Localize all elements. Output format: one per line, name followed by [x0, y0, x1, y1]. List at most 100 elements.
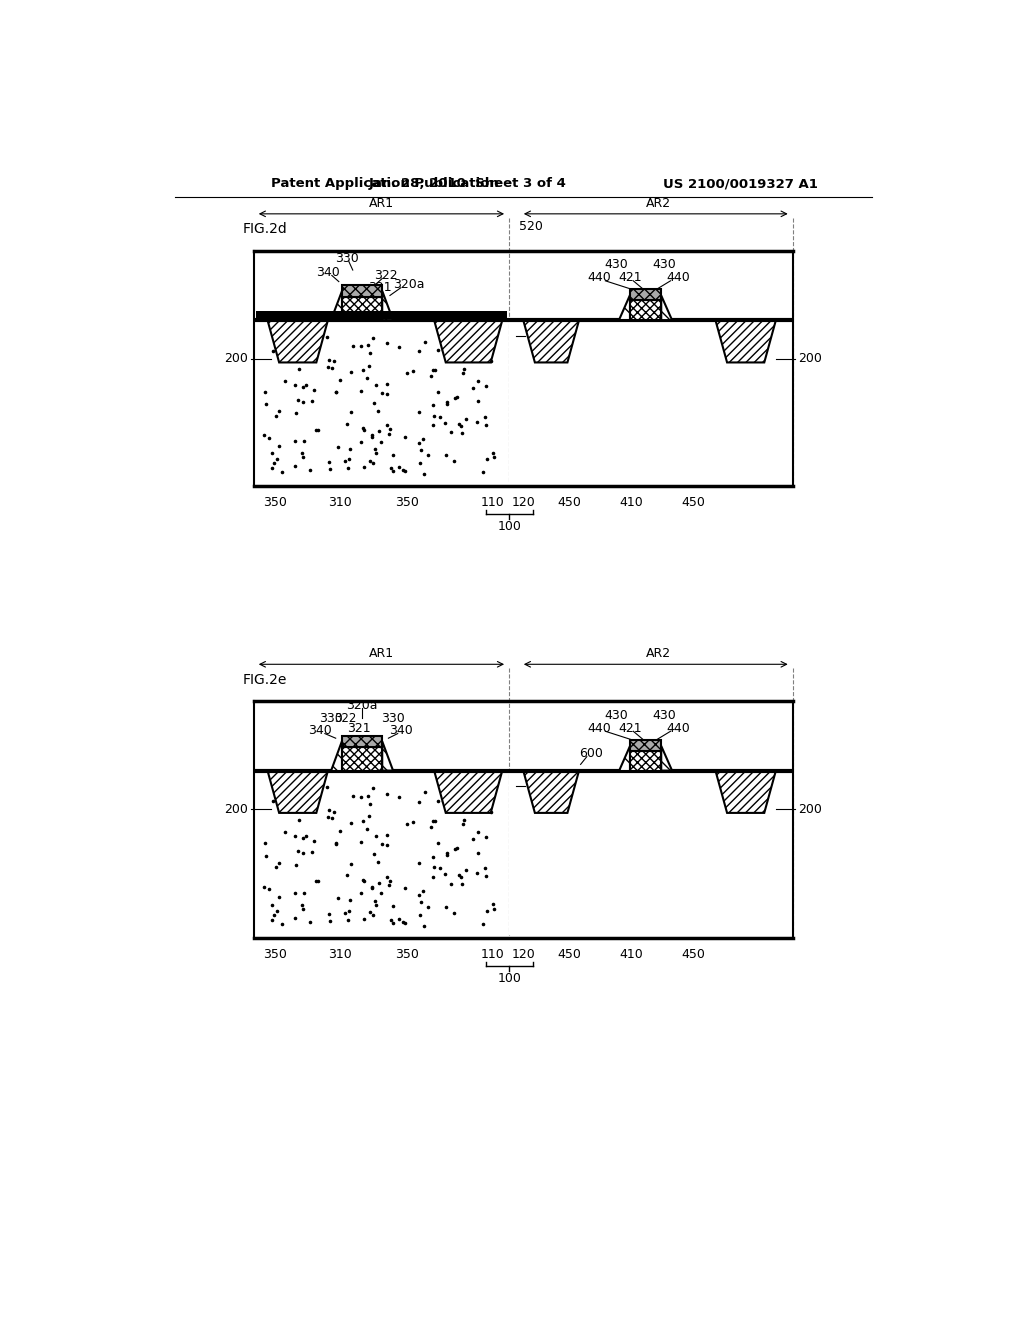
Point	[273, 913, 290, 935]
Point	[291, 809, 307, 830]
Point	[475, 462, 492, 483]
Point	[427, 810, 443, 832]
Point	[439, 780, 456, 801]
Point	[367, 891, 383, 912]
Polygon shape	[267, 321, 328, 363]
Point	[266, 904, 283, 925]
Point	[420, 445, 436, 466]
Point	[309, 338, 326, 359]
Point	[438, 845, 455, 866]
Text: 322: 322	[374, 269, 398, 282]
Point	[381, 875, 397, 896]
Point	[364, 876, 380, 898]
Point	[451, 865, 467, 886]
Text: 330: 330	[319, 711, 343, 725]
Point	[318, 326, 335, 347]
Point	[443, 873, 460, 894]
Polygon shape	[662, 296, 672, 321]
Polygon shape	[342, 737, 382, 747]
Text: 321: 321	[368, 281, 392, 294]
Point	[257, 393, 273, 414]
Point	[391, 457, 408, 478]
Point	[397, 878, 414, 899]
Point	[327, 801, 343, 822]
Text: 430: 430	[652, 259, 676, 271]
Text: FIG.2d: FIG.2d	[243, 222, 288, 236]
Point	[365, 904, 381, 925]
Text: 410: 410	[620, 948, 644, 961]
Point	[322, 458, 338, 479]
Point	[271, 853, 288, 874]
Point	[462, 348, 478, 370]
Point	[478, 826, 495, 847]
Point	[364, 426, 380, 447]
Polygon shape	[630, 300, 662, 321]
Point	[417, 781, 433, 803]
Polygon shape	[630, 739, 662, 751]
Text: 200: 200	[224, 352, 249, 366]
Text: 430: 430	[652, 709, 676, 722]
Text: 440: 440	[667, 722, 690, 735]
Point	[411, 853, 427, 874]
Point	[477, 866, 494, 887]
Point	[475, 913, 492, 935]
Text: 440: 440	[588, 722, 611, 735]
Text: 340: 340	[316, 265, 340, 279]
Point	[321, 903, 337, 924]
Point	[356, 871, 373, 892]
Text: 450: 450	[682, 948, 706, 961]
Text: 421: 421	[618, 722, 642, 735]
Point	[370, 400, 386, 421]
Point	[379, 783, 395, 804]
Text: 430: 430	[604, 709, 628, 722]
Point	[288, 403, 304, 424]
Point	[438, 393, 455, 414]
Point	[416, 916, 432, 937]
Point	[445, 902, 462, 923]
Point	[423, 816, 439, 837]
Point	[443, 789, 460, 810]
Point	[278, 822, 294, 843]
Point	[404, 812, 421, 833]
Text: 310: 310	[329, 948, 352, 961]
Point	[321, 451, 337, 473]
Point	[321, 807, 337, 828]
Point	[385, 896, 401, 917]
Point	[353, 883, 370, 904]
Text: 330: 330	[381, 711, 404, 725]
Polygon shape	[382, 742, 393, 771]
Point	[413, 891, 429, 912]
Point	[308, 870, 325, 891]
Point	[342, 438, 358, 459]
Point	[411, 341, 427, 362]
Point	[295, 376, 311, 397]
Text: 200: 200	[798, 803, 822, 816]
Point	[362, 902, 379, 923]
Polygon shape	[267, 771, 328, 813]
Point	[374, 833, 390, 854]
Point	[329, 381, 345, 403]
Point	[343, 853, 359, 874]
Point	[342, 890, 358, 911]
Point	[294, 894, 310, 915]
Point	[454, 422, 470, 444]
Point	[443, 800, 460, 821]
Point	[268, 405, 285, 426]
Point	[295, 392, 311, 413]
Point	[271, 339, 288, 360]
Point	[382, 418, 398, 440]
Point	[398, 813, 415, 834]
Point	[443, 339, 460, 360]
Text: 200: 200	[224, 803, 249, 816]
Point	[482, 801, 499, 822]
Point	[265, 791, 282, 812]
Point	[353, 380, 370, 401]
Point	[328, 833, 344, 854]
Text: Patent Application Publication: Patent Application Publication	[271, 177, 499, 190]
Point	[454, 874, 470, 895]
Point	[286, 793, 302, 814]
Point	[329, 833, 345, 854]
Point	[295, 843, 311, 865]
Point	[294, 442, 310, 463]
Point	[479, 449, 496, 470]
